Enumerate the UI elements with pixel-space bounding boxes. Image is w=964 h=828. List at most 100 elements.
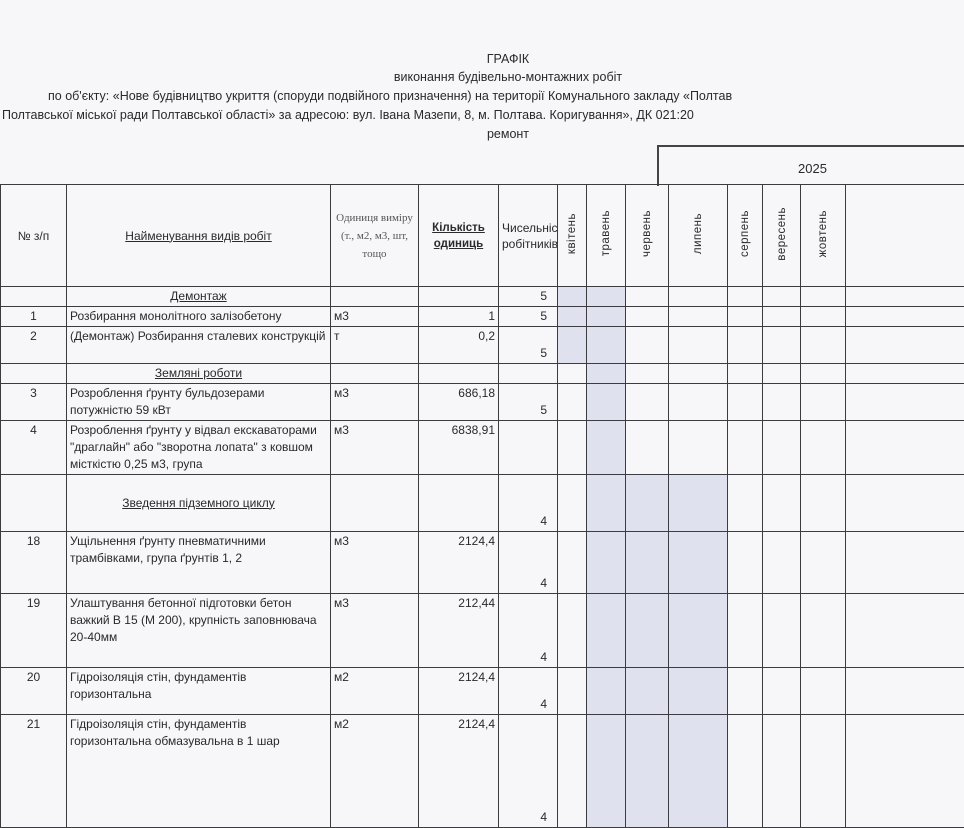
month-header: жовтень bbox=[801, 185, 846, 287]
object-description-line-1: по об'єкту: «Нове будівництво укриття (с… bbox=[48, 89, 964, 103]
month-label: жовтень bbox=[815, 210, 831, 257]
col-header-name: Найменування видів робіт bbox=[67, 185, 331, 287]
qty-cell: 0,2 bbox=[419, 327, 499, 364]
month-cell bbox=[626, 307, 669, 327]
month-cell bbox=[669, 287, 728, 307]
row-number: 1 bbox=[1, 307, 67, 327]
month-cell bbox=[846, 594, 964, 668]
month-cell bbox=[728, 327, 763, 364]
qty-cell bbox=[419, 364, 499, 384]
qty-cell bbox=[419, 475, 499, 532]
month-cell bbox=[728, 364, 763, 384]
month-cell bbox=[626, 668, 669, 715]
qty-cell: 2124,4 bbox=[419, 532, 499, 594]
month-cell bbox=[669, 532, 728, 594]
month-header: квітень bbox=[558, 185, 587, 287]
section-name-cell: Демонтаж bbox=[67, 287, 331, 307]
month-cell bbox=[846, 668, 964, 715]
workers-cell: 4 bbox=[499, 594, 558, 668]
month-header: червень bbox=[626, 185, 669, 287]
month-cell bbox=[669, 715, 728, 828]
work-name: Ущільнення ґрунту пневматичними трамбівк… bbox=[67, 532, 331, 594]
month-cell bbox=[763, 668, 801, 715]
work-name: (Демонтаж) Розбирання сталевих конструкц… bbox=[67, 327, 331, 364]
section-name: Земляні роботи bbox=[70, 365, 327, 382]
month-cell bbox=[728, 421, 763, 475]
month-cell bbox=[846, 475, 964, 532]
month-cell bbox=[587, 475, 626, 532]
month-cell bbox=[801, 532, 846, 594]
month-cell bbox=[801, 384, 846, 421]
month-cell bbox=[763, 475, 801, 532]
unit-cell: м3 bbox=[331, 307, 419, 327]
section-row: Земляні роботи bbox=[1, 364, 964, 384]
month-cell bbox=[801, 364, 846, 384]
month-label: липень bbox=[690, 213, 706, 254]
month-cell bbox=[728, 532, 763, 594]
month-cell bbox=[801, 307, 846, 327]
month-cell bbox=[587, 715, 626, 828]
month-cell bbox=[626, 364, 669, 384]
month-cell bbox=[763, 307, 801, 327]
month-cell bbox=[728, 668, 763, 715]
object-description-line-3: ремонт bbox=[0, 127, 964, 141]
section-row: Демонтаж 5 bbox=[1, 287, 964, 307]
work-name: Розроблення ґрунту бульдозерами потужніс… bbox=[67, 384, 331, 421]
month-cell bbox=[728, 475, 763, 532]
month-cell bbox=[669, 475, 728, 532]
month-cell bbox=[801, 594, 846, 668]
month-cell bbox=[626, 532, 669, 594]
month-cell bbox=[846, 327, 964, 364]
row-number: 2 bbox=[1, 327, 67, 364]
unit-cell: м2 bbox=[331, 715, 419, 828]
month-cell bbox=[669, 594, 728, 668]
workers-cell: 5 bbox=[499, 287, 558, 307]
year-label: 2025 bbox=[659, 161, 964, 176]
month-cell bbox=[587, 384, 626, 421]
qty-cell bbox=[419, 287, 499, 307]
row-number: 19 bbox=[1, 594, 67, 668]
month-cell bbox=[846, 532, 964, 594]
month-cell bbox=[763, 421, 801, 475]
unit-cell: м3 bbox=[331, 594, 419, 668]
work-name: Улаштування бетонної підготовки бетон ва… bbox=[67, 594, 331, 668]
month-cell bbox=[587, 532, 626, 594]
table-row: 2(Демонтаж) Розбирання сталевих конструк… bbox=[1, 327, 964, 364]
section-name: Зведення підземного циклу bbox=[70, 495, 327, 512]
month-cell bbox=[846, 307, 964, 327]
month-header: серпень bbox=[728, 185, 763, 287]
section-name-cell: Зведення підземного циклу bbox=[67, 475, 331, 532]
month-cell bbox=[801, 287, 846, 307]
month-cell bbox=[626, 715, 669, 828]
work-name: Розбирання монолітного залізобетону bbox=[67, 307, 331, 327]
row-number: 21 bbox=[1, 715, 67, 828]
month-cell bbox=[626, 475, 669, 532]
month-label: серпень bbox=[737, 210, 753, 257]
row-number: 3 bbox=[1, 384, 67, 421]
month-cell bbox=[763, 532, 801, 594]
month-cell bbox=[558, 421, 587, 475]
year-header: 2025 bbox=[657, 145, 964, 186]
object-description-line-2: Полтавської міської ради Полтавської обл… bbox=[2, 108, 964, 122]
month-header bbox=[846, 185, 964, 287]
month-cell bbox=[669, 327, 728, 364]
month-cell bbox=[626, 594, 669, 668]
qty-cell: 1 bbox=[419, 307, 499, 327]
month-cell bbox=[587, 327, 626, 364]
qty-cell: 2124,4 bbox=[419, 715, 499, 828]
row-number bbox=[1, 287, 67, 307]
month-cell bbox=[626, 421, 669, 475]
month-cell bbox=[558, 287, 587, 307]
month-cell bbox=[763, 715, 801, 828]
month-cell bbox=[669, 307, 728, 327]
col-header-num: № з/п bbox=[1, 185, 67, 287]
month-cell bbox=[558, 384, 587, 421]
month-cell bbox=[763, 364, 801, 384]
month-cell bbox=[558, 307, 587, 327]
workers-cell: 4 bbox=[499, 532, 558, 594]
section-name-cell: Земляні роботи bbox=[67, 364, 331, 384]
month-cell bbox=[728, 384, 763, 421]
month-cell bbox=[846, 287, 964, 307]
